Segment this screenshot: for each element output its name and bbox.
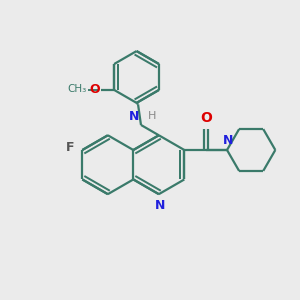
Text: CH₃: CH₃ — [68, 84, 87, 94]
Text: N: N — [223, 134, 233, 147]
Text: N: N — [129, 110, 140, 124]
Text: F: F — [66, 141, 74, 154]
Text: H: H — [148, 111, 156, 122]
Text: O: O — [89, 83, 100, 96]
Text: N: N — [155, 200, 166, 212]
Text: O: O — [200, 111, 212, 125]
